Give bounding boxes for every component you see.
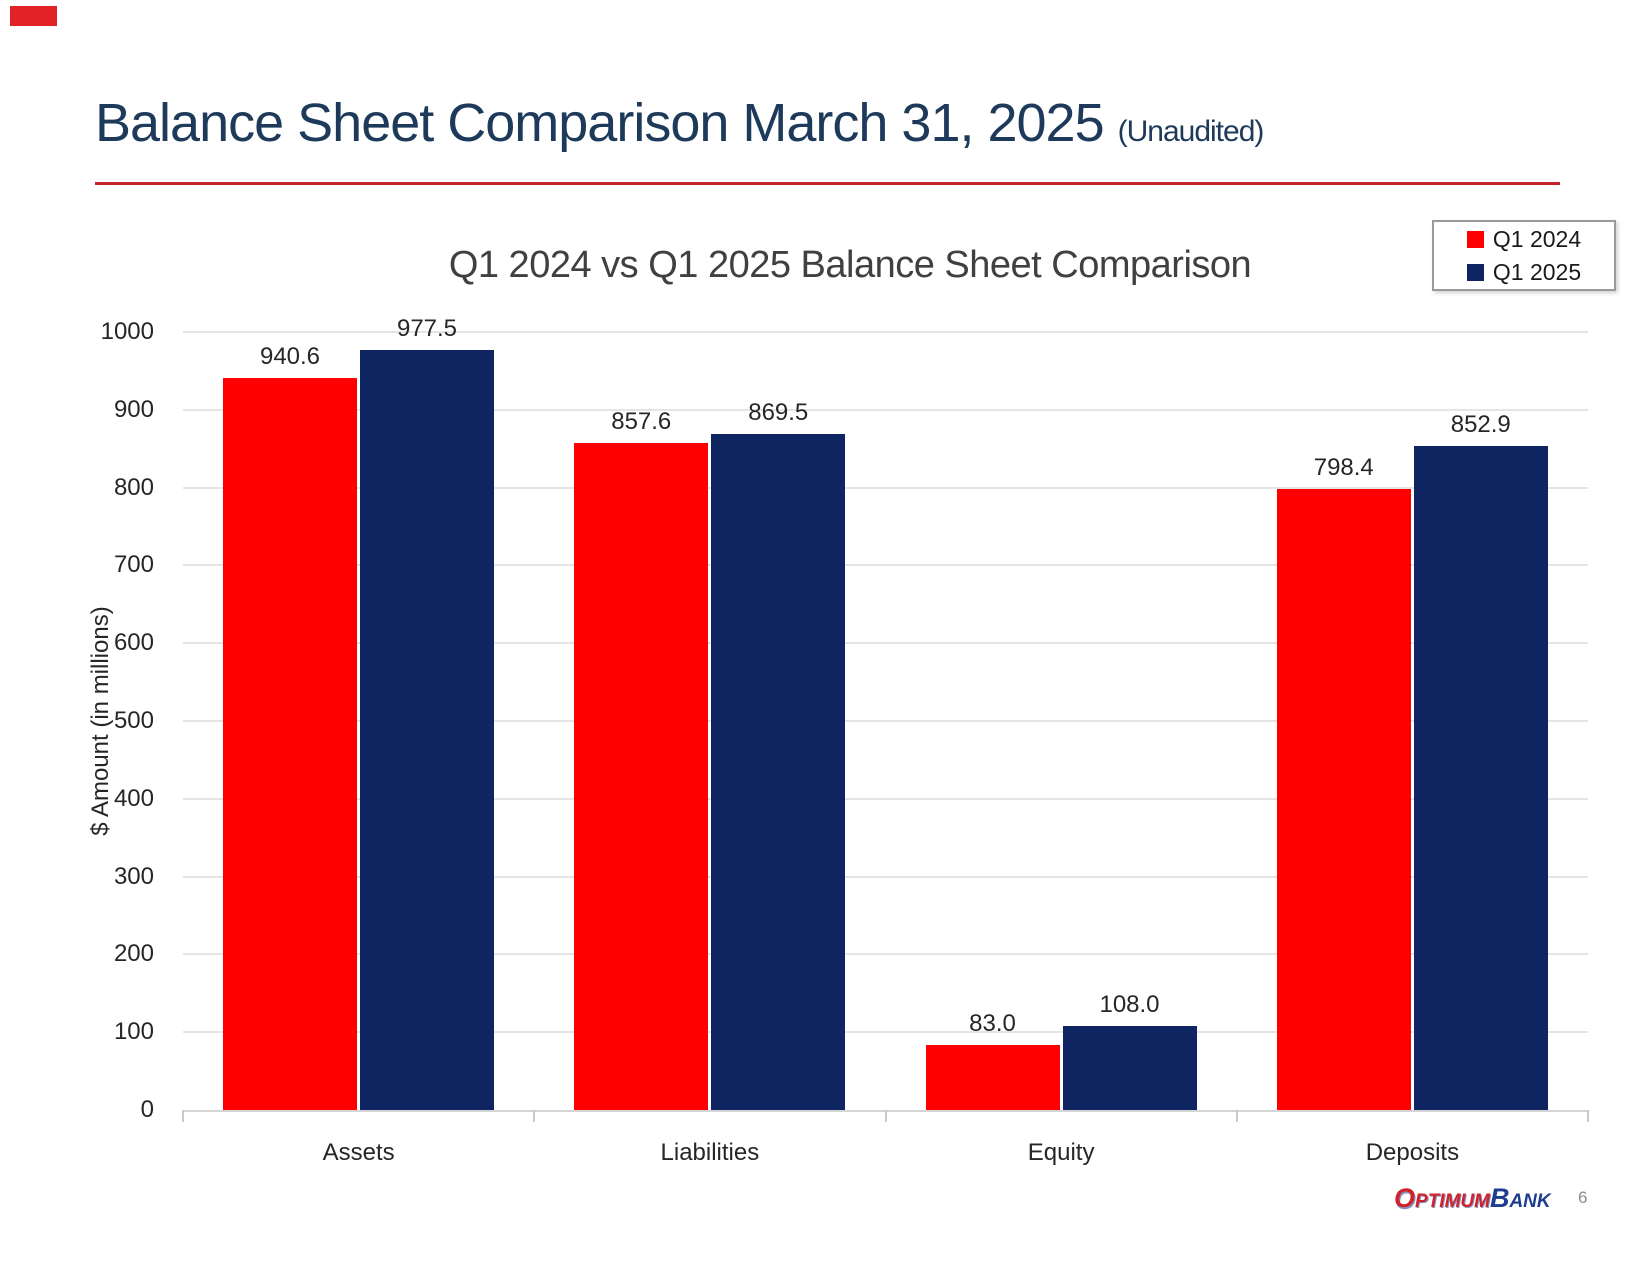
gridline (183, 720, 1588, 722)
value-label: 108.0 (1099, 990, 1160, 1018)
value-label: 852.9 (1450, 411, 1511, 439)
legend-label: Q1 2024 (1492, 225, 1582, 252)
y-tick-label: 300 (113, 862, 154, 890)
page-number: 6 (1578, 1188, 1588, 1207)
slide-title-text: Balance Sheet Comparison March 31, 2025 (95, 93, 1105, 153)
bar-q1-2024-deposits (1276, 488, 1411, 1110)
y-tick-label: 400 (113, 784, 154, 812)
y-tick-label: 600 (113, 629, 154, 657)
value-label: 977.5 (396, 314, 458, 342)
category-label-deposits: Deposits (1365, 1139, 1460, 1166)
bar-q1-2024-assets (223, 378, 357, 1110)
category-label-equity: Equity (1027, 1139, 1095, 1166)
chart-title: Q1 2024 vs Q1 2025 Balance Sheet Compari… (448, 244, 1252, 286)
y-tick-label: 700 (113, 551, 154, 579)
logo-navy-rest: ANK (1509, 1191, 1551, 1212)
title-underline-rule (95, 182, 1560, 185)
bar-q1-2025-deposits (1413, 446, 1548, 1110)
y-tick-label: 0 (140, 1096, 154, 1123)
value-label: 83.0 (969, 1010, 1016, 1038)
logo-navy-initial: B (1489, 1183, 1510, 1213)
bar-q1-2025-assets (360, 349, 494, 1110)
logo-red-initial: O (1394, 1183, 1416, 1213)
optimumbank-logo: OPTIMUMBANK (1394, 1183, 1551, 1214)
legend-label: Q1 2025 (1492, 258, 1582, 285)
value-label: 857.6 (611, 407, 672, 435)
bar-q1-2025-equity (1062, 1025, 1197, 1110)
gridline (183, 486, 1588, 489)
y-tick-label: 1000 (100, 318, 154, 345)
y-tick-label: 900 (113, 395, 154, 423)
legend-item: Q1 2024 (1434, 223, 1614, 256)
gridline (183, 797, 1588, 800)
gridline (183, 408, 1588, 411)
category-label-liabilities: Liabilities (660, 1139, 760, 1166)
corner-accent-rectangle (10, 6, 57, 26)
x-axis-tick (1235, 1110, 1238, 1122)
logo-red-rest: PTIMUM (1415, 1191, 1490, 1212)
gridline (183, 564, 1588, 567)
bar-q1-2024-liabilities (574, 442, 709, 1110)
value-label: 869.5 (748, 398, 809, 426)
gridline (183, 953, 1588, 956)
x-axis-tick (533, 1110, 536, 1122)
bar-q1-2025-liabilities (711, 433, 846, 1110)
gridline (183, 1031, 1588, 1034)
x-axis-tick (1587, 1110, 1589, 1122)
category-label-assets: Assets (322, 1139, 395, 1166)
chart-legend: Q1 2024 Q1 2025 (1432, 220, 1616, 291)
slide-title: Balance Sheet Comparison March 31, 2025 (… (95, 92, 1265, 154)
value-label: 940.6 (259, 343, 321, 371)
y-tick-label: 100 (113, 1018, 154, 1046)
gridline (183, 642, 1588, 645)
x-axis-tick (182, 1110, 184, 1122)
y-tick-label: 800 (113, 473, 154, 501)
gridline (183, 875, 1588, 878)
x-axis-tick (884, 1110, 887, 1122)
slide-title-suffix: (Unaudited) (1117, 115, 1265, 148)
y-tick-label: 200 (113, 940, 154, 968)
legend-item: Q1 2025 (1434, 256, 1614, 289)
value-label: 798.4 (1313, 453, 1374, 481)
bar-q1-2024-equity (925, 1045, 1060, 1110)
legend-swatch-icon (1466, 230, 1484, 248)
y-tick-label: 500 (113, 707, 154, 734)
legend-swatch-icon (1466, 263, 1484, 281)
gridline (183, 331, 1588, 333)
